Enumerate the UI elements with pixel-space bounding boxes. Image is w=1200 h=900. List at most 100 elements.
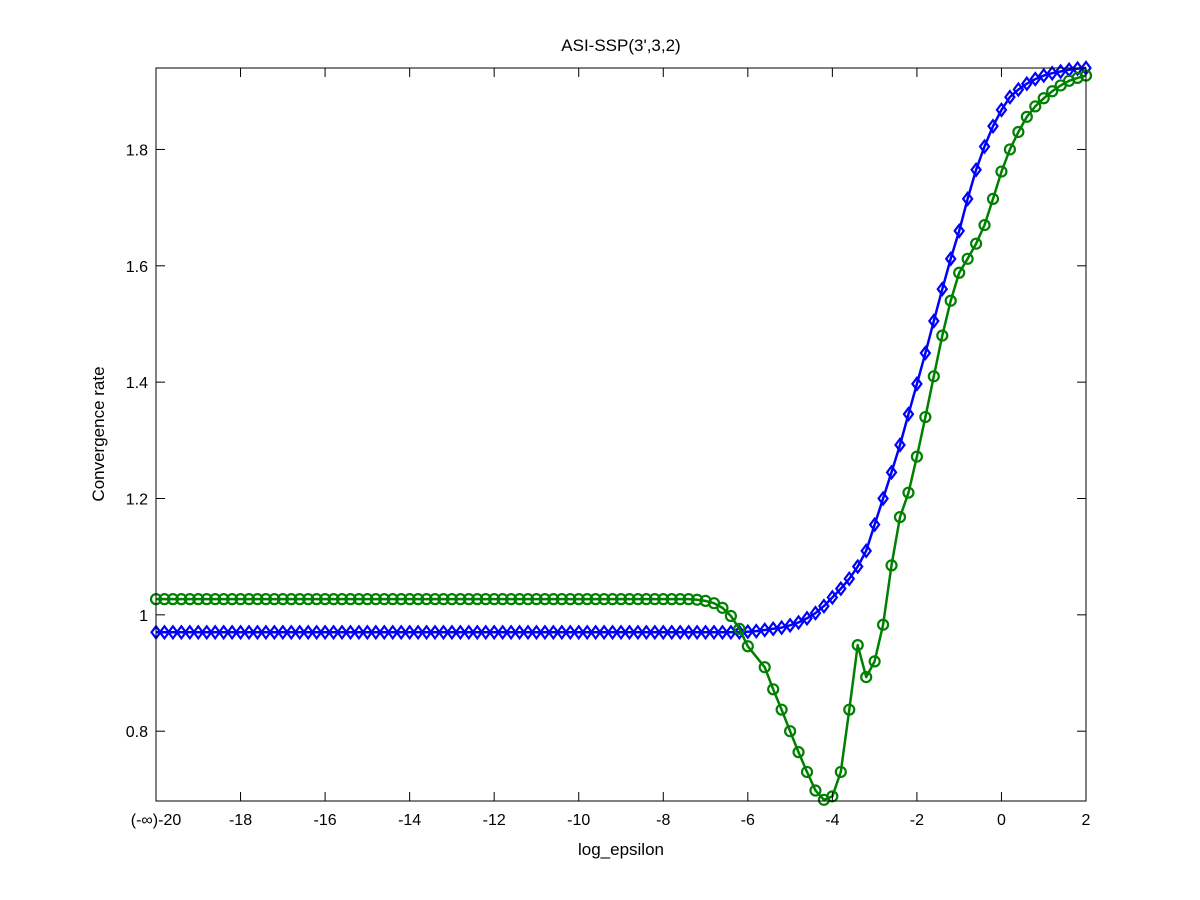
series-1-point-40 <box>488 593 501 606</box>
series-0-point-66 <box>708 624 720 641</box>
series-1-point-104 <box>1037 92 1050 105</box>
y-tick-label-1: 1 <box>139 608 148 625</box>
series-1-point-20 <box>318 593 332 606</box>
series-0-point-21 <box>327 624 340 641</box>
x-tick-label-7: -6 <box>741 812 755 829</box>
series-0-point-38 <box>471 624 484 641</box>
series-1-point-32 <box>420 593 433 606</box>
series-0-point-103 <box>1020 75 1033 92</box>
series-0-point-33 <box>429 624 441 641</box>
series-0-point-17 <box>293 624 306 641</box>
ticks-layer: (-∞)-20 -18 -16 -14 -12 -10 -8 -6 -4 -2 0 2 0.8 1 1.2 1… <box>126 68 1091 829</box>
y-tick-label-4: 1.6 <box>126 259 148 276</box>
series-1-point-74 <box>783 725 797 738</box>
series-0-point-25 <box>361 624 374 641</box>
y-tick-label-2: 1.2 <box>126 491 148 508</box>
series-1-point-27 <box>378 593 391 606</box>
series-0-point-26 <box>369 624 382 641</box>
series-0-point-56 <box>623 624 636 641</box>
x-tick-label-11: 2 <box>1082 812 1091 829</box>
series-0-point-9 <box>226 624 238 641</box>
series-0-point-96 <box>961 191 974 207</box>
series-0-point-94 <box>944 250 957 267</box>
series-1-point-21 <box>327 593 340 606</box>
axes-box <box>155 67 1087 802</box>
x-tick-label-1: -18 <box>229 812 252 829</box>
series-1-point-9 <box>225 593 239 606</box>
series-0-point-54 <box>606 624 619 641</box>
series-1-point-47 <box>547 593 560 606</box>
series-0-point-41 <box>496 624 509 641</box>
series-0-point-1 <box>158 624 171 641</box>
y-tick-label-3: 1.4 <box>126 375 148 392</box>
series-0-point-23 <box>344 624 357 641</box>
series-1-point-68 <box>724 609 738 623</box>
series-0-point-101 <box>1004 89 1016 105</box>
series-1-point-95 <box>961 252 974 265</box>
series-1-point-80 <box>834 765 847 779</box>
series-0-point-37 <box>462 624 475 641</box>
series-1-point-86 <box>885 559 898 572</box>
series-0-point-85 <box>868 516 881 533</box>
series-1-point-1 <box>158 593 171 606</box>
series-1-point-81 <box>843 703 856 716</box>
series-1-point-58 <box>640 593 653 606</box>
series-1-point-23 <box>344 593 357 606</box>
series-0-point-8 <box>217 624 230 641</box>
series-1-point-72 <box>767 683 780 696</box>
series-1-point-102 <box>1020 110 1033 123</box>
series-1-point-67 <box>716 601 729 614</box>
y-axis-label: Convergence rate <box>89 366 108 501</box>
series-0-point-95 <box>953 223 966 239</box>
series-0-point-58 <box>640 624 653 641</box>
series-0-point-13 <box>260 624 272 641</box>
series-0-point-32 <box>420 624 433 641</box>
series-0-point-77 <box>801 610 813 627</box>
x-tick-label-8: -4 <box>825 812 839 829</box>
series-0-point-61 <box>665 624 678 641</box>
series-1-point-41 <box>496 593 509 606</box>
series-0-point-2 <box>167 624 179 641</box>
series-1-point-39 <box>479 593 492 606</box>
series-0-point-29 <box>395 624 408 641</box>
series-1-point-84 <box>868 655 881 668</box>
series-0-point-11 <box>243 624 255 641</box>
series-1-point-88 <box>902 486 915 499</box>
series-0-point-39 <box>479 624 492 641</box>
series-1-point-17 <box>293 593 306 606</box>
series-1-point-98 <box>986 192 1000 205</box>
series-layer <box>149 60 1093 806</box>
series-0-point-89 <box>902 406 915 422</box>
series-0-point-49 <box>564 624 577 641</box>
series-0-point-60 <box>657 624 670 641</box>
series-0-point-80 <box>826 589 839 606</box>
series-0-point-36 <box>454 624 467 641</box>
series-1-point-76 <box>800 765 814 779</box>
x-tick-label-5: -10 <box>567 812 590 829</box>
series-1-point-48 <box>555 593 568 606</box>
series-0-point-102 <box>1012 81 1025 98</box>
series-1-point-24 <box>352 593 366 606</box>
series-0-point-18 <box>302 624 315 641</box>
series-1-point-37 <box>462 593 475 606</box>
series-1-point-28 <box>386 593 399 606</box>
series-1-point-2 <box>166 593 180 606</box>
series-1-point-8 <box>217 593 230 606</box>
y-tick-label-5: 1.8 <box>126 142 148 159</box>
series-1-point-60 <box>657 593 670 606</box>
series-1-point-38 <box>471 593 484 606</box>
series-1-point-45 <box>530 593 543 606</box>
series-1-point-83 <box>860 670 873 684</box>
series-1-point-77 <box>809 784 822 797</box>
series-0-point-34 <box>437 624 450 641</box>
series-1-point-55 <box>614 593 628 606</box>
series-1-point-101 <box>1012 125 1025 139</box>
series-0-point-75 <box>784 617 796 634</box>
series-1-point-42 <box>504 593 518 606</box>
series-1-point-10 <box>234 593 247 606</box>
series-0-point-35 <box>446 624 458 641</box>
series-0-point-3 <box>175 624 188 641</box>
series-0-point-50 <box>572 624 585 641</box>
series-1-point-35 <box>445 593 459 606</box>
